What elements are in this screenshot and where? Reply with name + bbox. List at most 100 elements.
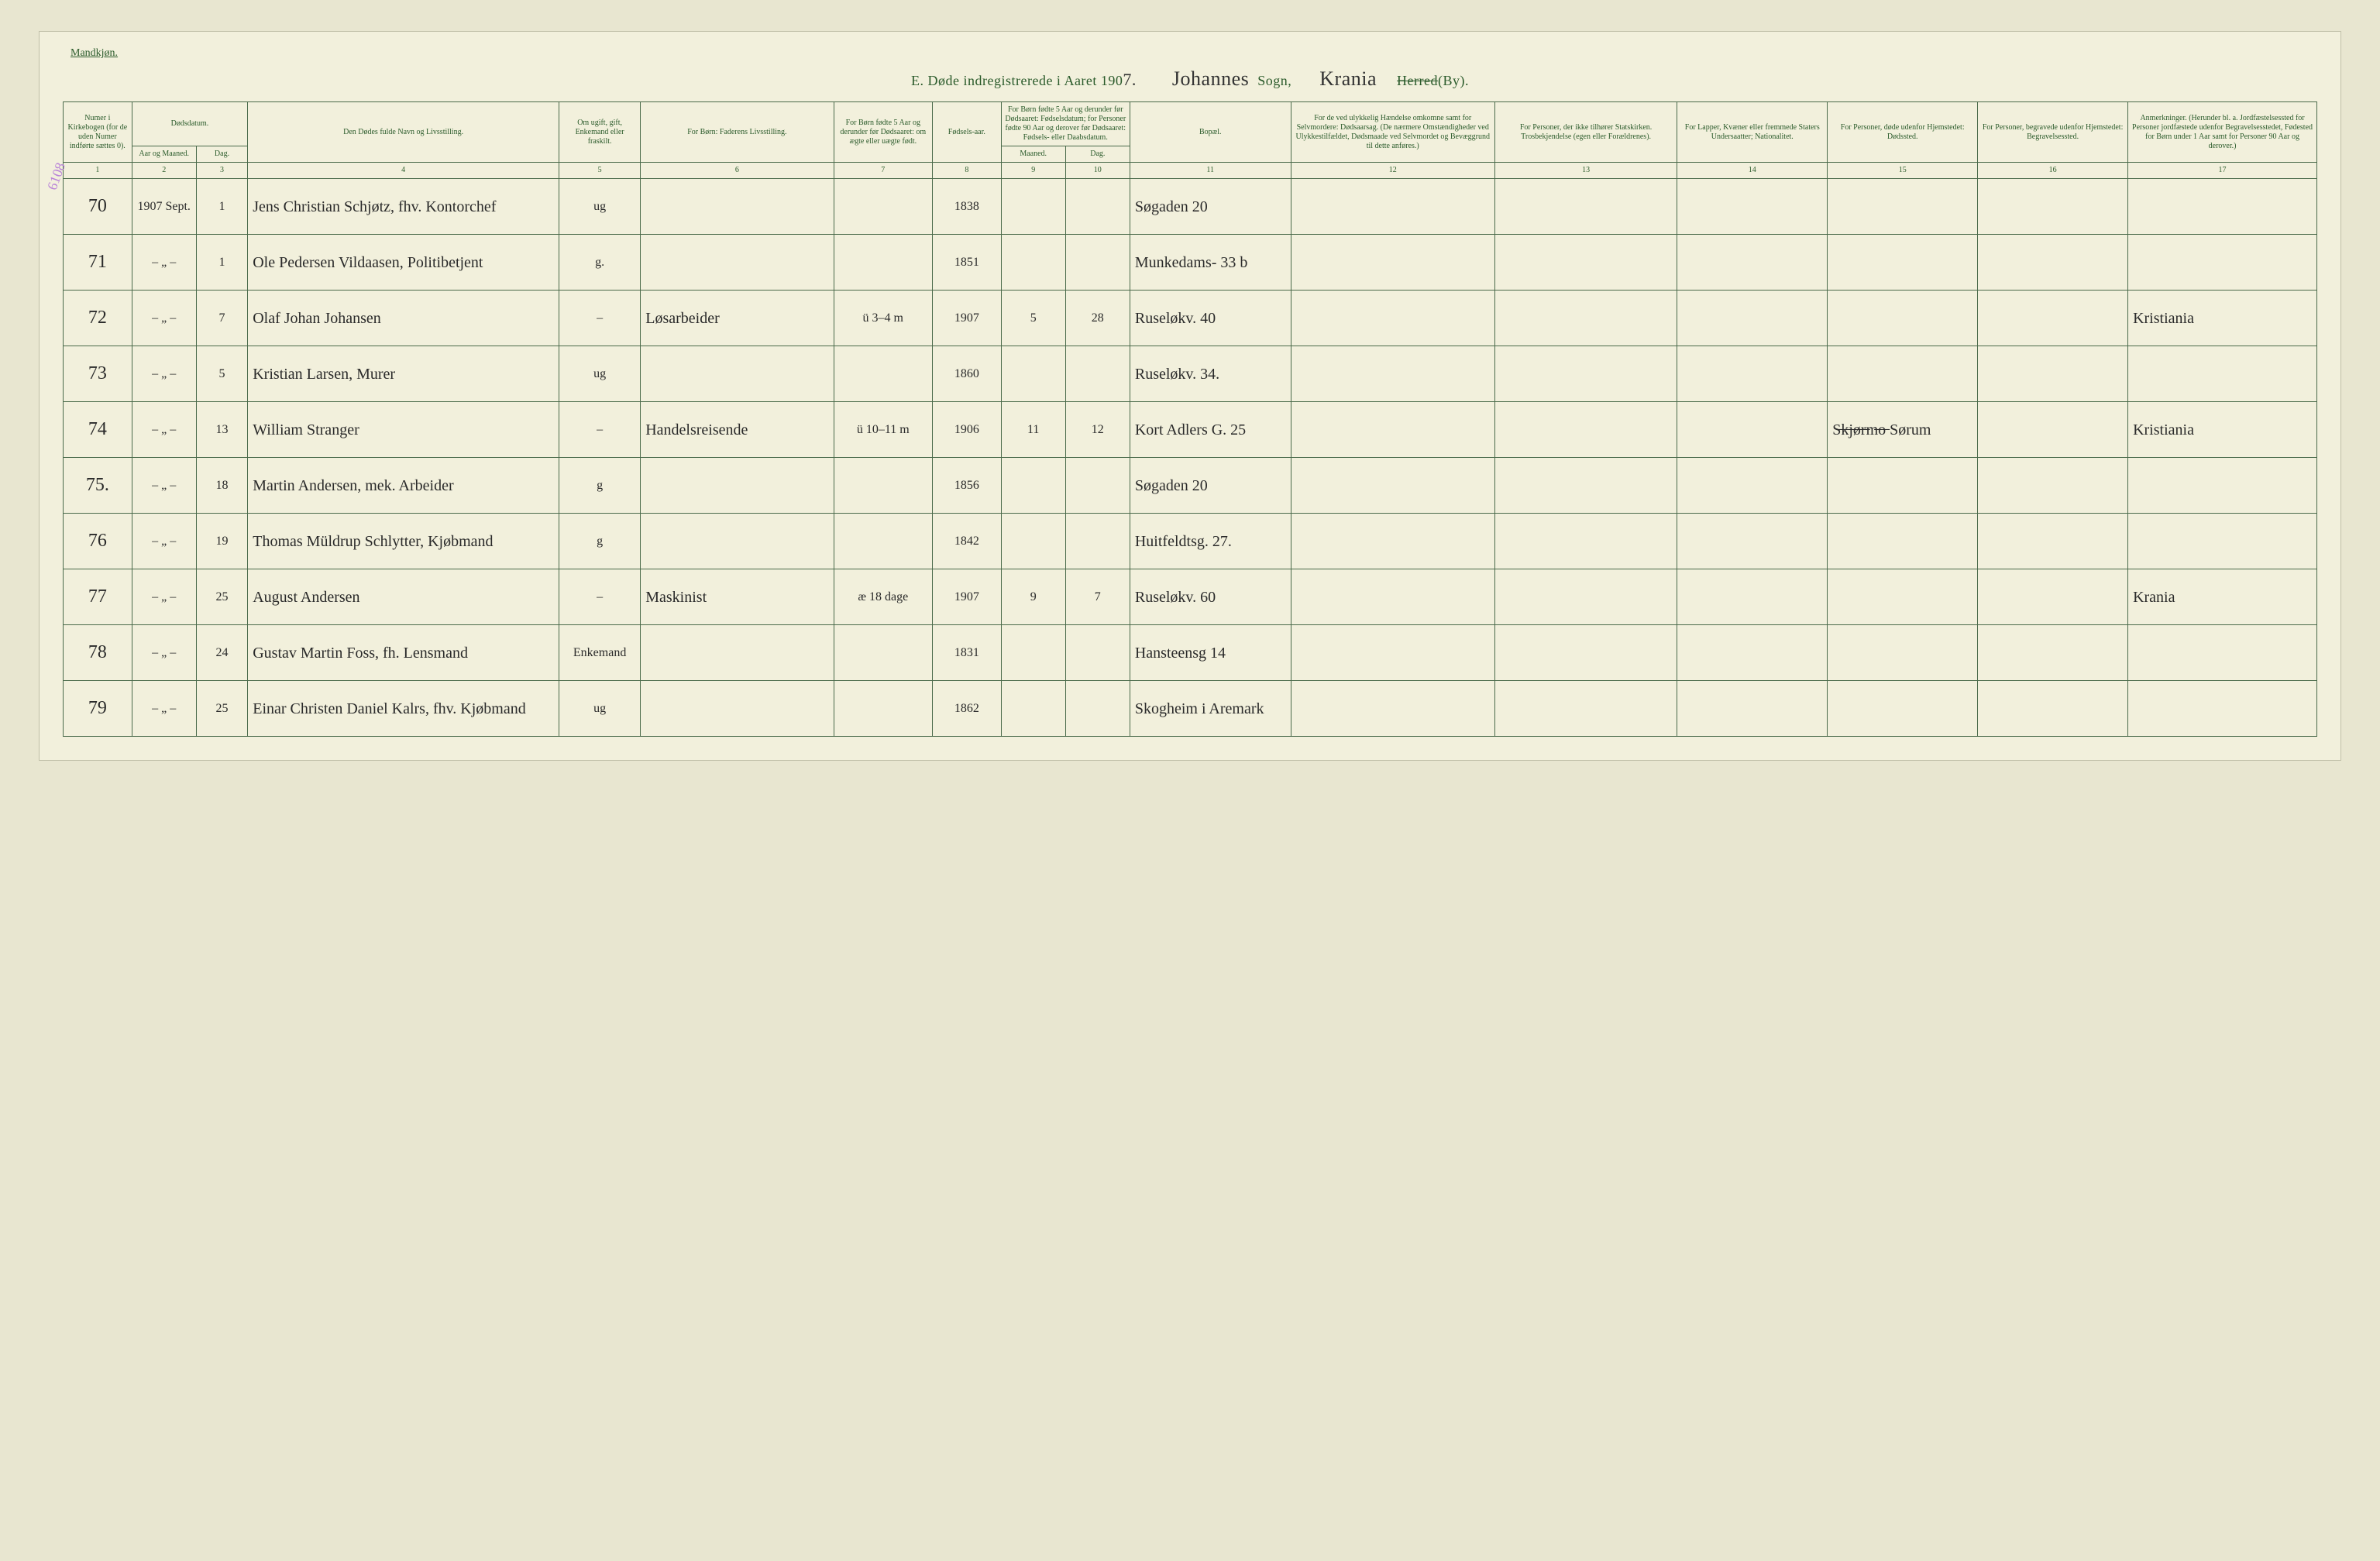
table-cell: – „ – <box>132 514 196 569</box>
table-row: 78– „ –24Gustav Martin Foss, fh. Lensman… <box>64 625 2317 681</box>
col-header-8: Fødsels-aar. <box>933 102 1002 163</box>
table-cell: Søgaden 20 <box>1130 458 1291 514</box>
table-cell: 7 <box>1065 569 1130 625</box>
table-cell <box>1065 681 1130 737</box>
table-cell <box>1828 681 1978 737</box>
table-cell <box>1828 235 1978 291</box>
table-cell <box>1494 291 1677 346</box>
table-cell <box>641 179 834 235</box>
table-cell: 79 <box>64 681 132 737</box>
table-cell: 1831 <box>933 625 1002 681</box>
table-row: 701907 Sept.1Jens Christian Schjøtz, fhv… <box>64 179 2317 235</box>
table-cell <box>1494 458 1677 514</box>
table-cell <box>1291 346 1494 402</box>
table-cell: 19 <box>196 514 247 569</box>
colnum: 16 <box>1978 163 2128 179</box>
table-cell: Skogheim i Aremark <box>1130 681 1291 737</box>
table-cell <box>1978 235 2128 291</box>
table-cell <box>641 514 834 569</box>
colnum: 14 <box>1677 163 1828 179</box>
table-cell: – „ – <box>132 681 196 737</box>
page-title: E. Døde indregistrerede i Aaret 1907. Jo… <box>63 67 2317 91</box>
table-cell: – „ – <box>132 625 196 681</box>
table-cell: Jens Christian Schjøtz, fhv. Kontorchef <box>248 179 559 235</box>
table-cell: Kristian Larsen, Murer <box>248 346 559 402</box>
table-cell: 1860 <box>933 346 1002 402</box>
col-header-12: For de ved ulykkelig Hændelse omkomne sa… <box>1291 102 1494 163</box>
colnum: 5 <box>559 163 640 179</box>
table-cell <box>1828 514 1978 569</box>
table-cell <box>834 625 932 681</box>
table-head: Numer i Kirkebogen (for de uden Numer in… <box>64 102 2317 179</box>
table-cell: ü 3–4 m <box>834 291 932 346</box>
table-cell: William Stranger <box>248 402 559 458</box>
table-cell <box>641 625 834 681</box>
table-cell: 1907 <box>933 569 1002 625</box>
table-cell <box>2128 514 2317 569</box>
table-cell: – „ – <box>132 235 196 291</box>
table-row: 74– „ –13William Stranger–Handelsreisend… <box>64 402 2317 458</box>
table-cell: Gustav Martin Foss, fh. Lensmand <box>248 625 559 681</box>
colnum: 6 <box>641 163 834 179</box>
table-cell: Martin Andersen, mek. Arbeider <box>248 458 559 514</box>
col-header-11: Bopæl. <box>1130 102 1291 163</box>
table-cell: 13 <box>196 402 247 458</box>
table-cell: 76 <box>64 514 132 569</box>
table-cell <box>1677 569 1828 625</box>
table-cell <box>1291 681 1494 737</box>
table-cell <box>1828 291 1978 346</box>
sogn-name: Johannes <box>1168 67 1254 90</box>
table-cell: 5 <box>196 346 247 402</box>
table-cell <box>1291 625 1494 681</box>
table-cell: Thomas Müldrup Schlytter, Kjøbmand <box>248 514 559 569</box>
table-cell: 75. <box>64 458 132 514</box>
table-cell <box>1494 569 1677 625</box>
table-cell: Olaf Johan Johansen <box>248 291 559 346</box>
table-cell: 1 <box>196 235 247 291</box>
col-header-7: For Børn fødte 5 Aar og derunder før Død… <box>834 102 932 163</box>
table-cell <box>1001 458 1065 514</box>
table-cell <box>1978 458 2128 514</box>
table-cell: Handelsreisende <box>641 402 834 458</box>
table-cell: 1907 <box>933 291 1002 346</box>
table-cell: 1906 <box>933 402 1002 458</box>
table-cell: – „ – <box>132 346 196 402</box>
col-header-2b: Aar og Maaned. <box>132 146 196 163</box>
table-cell <box>1978 569 2128 625</box>
col-header-9a: Maaned. <box>1001 146 1065 163</box>
table-cell: 1 <box>196 179 247 235</box>
table-cell <box>1001 346 1065 402</box>
table-cell <box>1677 291 1828 346</box>
table-cell: Ole Pedersen Vildaasen, Politibetjent <box>248 235 559 291</box>
table-cell <box>1677 235 1828 291</box>
colnum: 10 <box>1065 163 1130 179</box>
table-row: 71– „ –1Ole Pedersen Vildaasen, Politibe… <box>64 235 2317 291</box>
table-body: 701907 Sept.1Jens Christian Schjøtz, fhv… <box>64 179 2317 737</box>
table-cell <box>2128 179 2317 235</box>
table-cell <box>1677 514 1828 569</box>
table-cell: 5 <box>1001 291 1065 346</box>
table-cell <box>2128 625 2317 681</box>
table-cell: ü 10–11 m <box>834 402 932 458</box>
table-cell <box>1978 681 2128 737</box>
col-header-15: For Personer, døde udenfor Hjemstedet: D… <box>1828 102 1978 163</box>
herred-label-by: (By). <box>1438 73 1469 88</box>
sogn-label: Sogn, <box>1257 73 1291 88</box>
table-cell: Maskinist <box>641 569 834 625</box>
table-cell: Kristiania <box>2128 402 2317 458</box>
table-cell: 1862 <box>933 681 1002 737</box>
table-cell: Kort Adlers G. 25 <box>1130 402 1291 458</box>
table-cell <box>1065 346 1130 402</box>
table-cell: Munkedams- 33 b <box>1130 235 1291 291</box>
table-cell <box>1677 179 1828 235</box>
table-cell <box>2128 346 2317 402</box>
col-header-17: Anmerkninger. (Herunder bl. a. Jordfæste… <box>2128 102 2317 163</box>
table-cell: August Andersen <box>248 569 559 625</box>
table-cell <box>641 458 834 514</box>
table-cell <box>834 681 932 737</box>
table-cell <box>1677 681 1828 737</box>
death-register-table: Numer i Kirkebogen (for de uden Numer in… <box>63 101 2317 737</box>
table-cell <box>1291 569 1494 625</box>
table-cell <box>1494 346 1677 402</box>
ledger-page: 6108 Mandkjøn. E. Døde indregistrerede i… <box>39 31 2341 761</box>
